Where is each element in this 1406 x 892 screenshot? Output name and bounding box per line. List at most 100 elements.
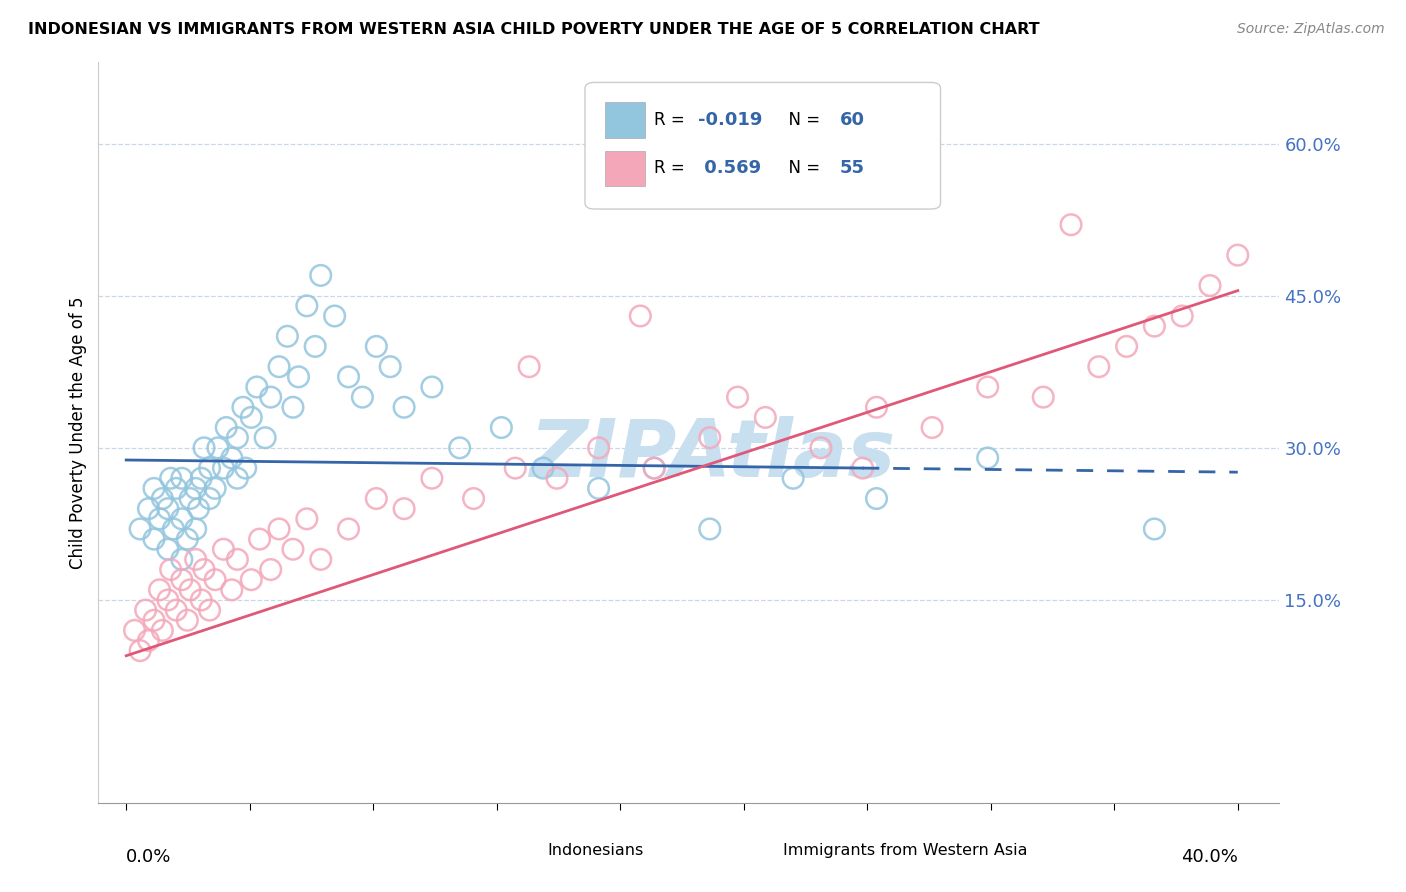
Point	[159, 471, 181, 485]
Point	[267, 359, 290, 374]
Point	[865, 491, 887, 506]
Point	[143, 482, 166, 496]
Point	[517, 359, 540, 374]
Point	[295, 512, 318, 526]
Point	[226, 552, 249, 566]
Point	[1115, 339, 1137, 353]
Point	[170, 471, 193, 485]
Point	[254, 431, 277, 445]
Point	[420, 380, 443, 394]
Point	[276, 329, 298, 343]
Point	[503, 461, 526, 475]
Point	[323, 309, 346, 323]
Point	[235, 461, 257, 475]
FancyBboxPatch shape	[747, 836, 780, 866]
Point	[138, 501, 160, 516]
Point	[226, 471, 249, 485]
Point	[176, 613, 198, 627]
Point	[295, 299, 318, 313]
Text: R =: R =	[654, 160, 689, 178]
Point	[190, 593, 212, 607]
Text: 0.569: 0.569	[699, 160, 762, 178]
Point	[643, 461, 665, 475]
Point	[782, 471, 804, 485]
Point	[143, 613, 166, 627]
Point	[366, 339, 388, 353]
Point	[143, 532, 166, 546]
Text: Indonesians: Indonesians	[547, 844, 644, 858]
Point	[380, 359, 402, 374]
Point	[287, 369, 309, 384]
Point	[699, 431, 721, 445]
Point	[727, 390, 749, 404]
Point	[129, 643, 152, 657]
Point	[304, 339, 326, 353]
Point	[170, 573, 193, 587]
Point	[193, 441, 215, 455]
Point	[546, 471, 568, 485]
Point	[1226, 248, 1249, 262]
Point	[921, 420, 943, 434]
FancyBboxPatch shape	[510, 836, 544, 866]
Point	[184, 522, 207, 536]
Point	[148, 582, 170, 597]
Point	[628, 309, 651, 323]
Text: -0.019: -0.019	[699, 112, 763, 129]
Text: 55: 55	[841, 160, 865, 178]
Point	[129, 522, 152, 536]
Point	[179, 582, 201, 597]
Text: Immigrants from Western Asia: Immigrants from Western Asia	[783, 844, 1028, 858]
Point	[246, 380, 269, 394]
Point	[699, 522, 721, 536]
Text: N =: N =	[778, 112, 825, 129]
Point	[463, 491, 485, 506]
Text: N =: N =	[778, 160, 825, 178]
Point	[148, 512, 170, 526]
Point	[156, 501, 179, 516]
Text: 0.0%: 0.0%	[127, 848, 172, 866]
Point	[1171, 309, 1194, 323]
Point	[352, 390, 374, 404]
Text: 60: 60	[841, 112, 865, 129]
Point	[212, 461, 235, 475]
Point	[976, 380, 998, 394]
Point	[184, 552, 207, 566]
Point	[260, 562, 283, 576]
Point	[240, 573, 263, 587]
Point	[150, 491, 173, 506]
Point	[449, 441, 471, 455]
FancyBboxPatch shape	[585, 82, 941, 209]
Point	[156, 542, 179, 557]
Y-axis label: Child Poverty Under the Age of 5: Child Poverty Under the Age of 5	[69, 296, 87, 569]
Point	[976, 450, 998, 465]
Point	[588, 482, 610, 496]
Point	[531, 461, 554, 475]
FancyBboxPatch shape	[605, 151, 645, 186]
Point	[240, 410, 263, 425]
Point	[190, 471, 212, 485]
Point	[165, 482, 187, 496]
Point	[198, 491, 221, 506]
FancyBboxPatch shape	[605, 103, 645, 138]
Point	[1143, 522, 1166, 536]
Point	[193, 562, 215, 576]
Point	[392, 401, 415, 415]
Point	[260, 390, 283, 404]
Point	[392, 501, 415, 516]
Point	[207, 441, 229, 455]
Text: 40.0%: 40.0%	[1181, 848, 1237, 866]
Point	[588, 441, 610, 455]
Point	[491, 420, 513, 434]
Point	[267, 522, 290, 536]
Point	[221, 450, 243, 465]
Point	[337, 522, 360, 536]
Point	[162, 522, 184, 536]
Point	[309, 552, 332, 566]
Point	[170, 552, 193, 566]
Point	[643, 461, 665, 475]
Point	[198, 603, 221, 617]
Point	[135, 603, 157, 617]
Point	[198, 461, 221, 475]
Point	[309, 268, 332, 283]
Point	[1088, 359, 1111, 374]
